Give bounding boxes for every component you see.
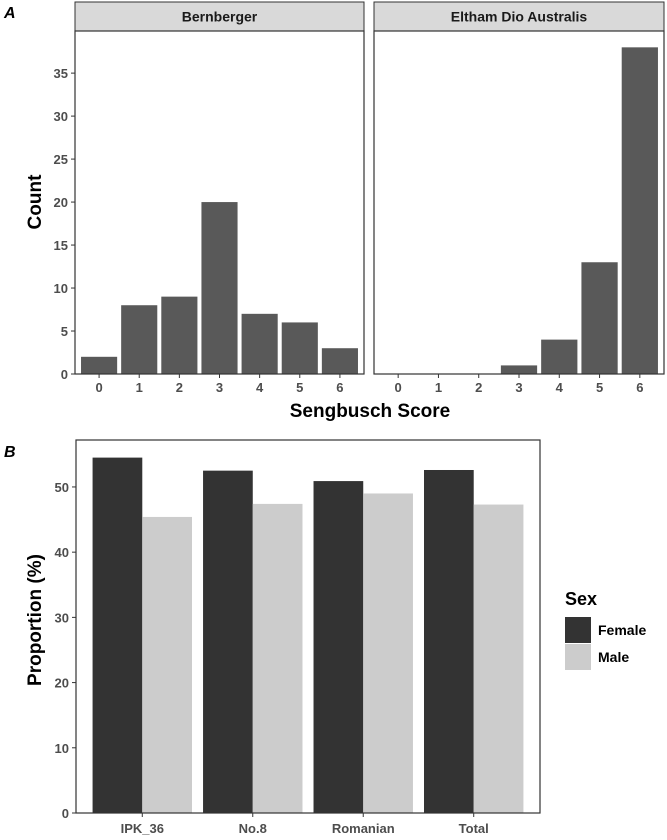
x-axis-title: Sengbusch Score [290,401,451,422]
x-tick-label: 4 [256,380,264,395]
y-axis-title: Count [25,174,46,230]
x-tick-label: Total [459,821,489,836]
y-tick-label: 30 [55,610,69,625]
bar [241,313,278,374]
x-tick-label: 3 [515,380,522,395]
y-tick-label: 0 [61,367,68,382]
bar-male [142,516,192,813]
bar [201,202,238,374]
bar [161,296,198,374]
x-tick-label: Romanian [332,821,395,836]
facet-strip-label: Eltham Dio Australis [451,9,588,25]
y-tick-label: 15 [54,238,68,253]
x-tick-label: 0 [395,380,402,395]
bar [500,365,538,374]
panel-border [75,439,541,814]
y-tick-label: 20 [55,676,69,691]
x-tick-label: No.8 [239,821,267,836]
y-tick-label: 50 [55,480,69,495]
x-tick-label: 1 [136,380,143,395]
bar-female [313,481,364,813]
legend-title: Sex [565,589,597,609]
facet-strip [373,1,665,32]
bar [121,305,158,374]
bar-female [92,457,143,813]
y-tick-label: 10 [54,281,68,296]
bar [541,339,578,374]
x-tick-label: 3 [216,380,223,395]
y-tick-label: 35 [54,66,68,81]
panel-a-label: A [3,5,16,22]
y-tick-label: 10 [55,741,69,756]
x-tick-label: 1 [435,380,442,395]
legend-label-female: Female [598,622,646,638]
x-tick-label: 5 [596,380,603,395]
y-tick-label: 0 [62,806,69,821]
y-axis-title: Proportion (%) [25,554,46,686]
y-tick-label: 5 [61,324,68,339]
facet-strip [74,1,365,32]
y-tick-label: 40 [55,545,69,560]
bar-male [363,493,413,813]
panel-b-label: B [4,444,16,461]
panel-border [373,30,665,375]
facet-strip-label: Bernberger [182,9,258,25]
x-tick-label: 5 [296,380,303,395]
x-tick-label: 0 [95,380,102,395]
legend-key-male [565,644,591,670]
y-tick-label: 25 [54,152,68,167]
legend-label-male: Male [598,649,629,665]
bar [581,262,618,374]
x-tick-label: 2 [475,380,482,395]
bar-male [473,504,524,813]
chart-a: Bernberger 0 1 2 3 4 5 6 Eltham Dio Australis 0 1 2… [25,1,665,422]
bar-female [203,470,253,813]
chart-b: IPK_36 No.8 Romanian Total 0 10 20 30 40 50 Propor… [25,439,646,836]
legend-key-female [565,617,591,643]
bar-male [252,503,303,813]
y-tick-label: 20 [54,195,68,210]
bar [321,348,358,374]
x-tick-label: 6 [636,380,643,395]
x-tick-label: 4 [556,380,564,395]
bar [621,47,658,374]
bar [81,356,118,374]
bar-female [424,469,474,813]
x-tick-label: 6 [336,380,343,395]
x-tick-label: 2 [176,380,183,395]
bar [281,322,318,374]
y-tick-label: 30 [54,109,68,124]
x-tick-label: IPK_36 [121,821,164,836]
